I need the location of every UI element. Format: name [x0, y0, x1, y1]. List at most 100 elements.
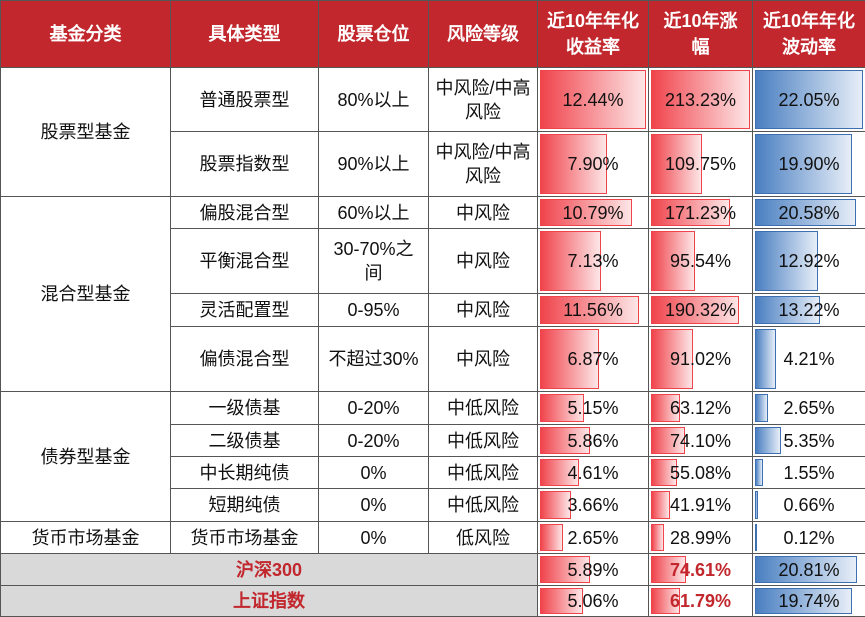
value-cell: 19.74%	[753, 586, 865, 617]
text-cell: 不超过30%	[319, 327, 429, 392]
value-cell: 13.22%	[753, 294, 865, 327]
text-cell: 30-70%之间	[319, 229, 429, 294]
value-cell: 20.58%	[753, 197, 865, 229]
data-bar	[755, 427, 781, 454]
value-text: 19.90%	[778, 154, 839, 174]
value-cell: 190.32%	[649, 294, 753, 327]
value-cell: 95.54%	[649, 229, 753, 294]
data-bar	[651, 524, 664, 551]
value-text: 95.54%	[670, 251, 731, 271]
value-cell: 91.02%	[649, 327, 753, 392]
value-text: 41.91%	[670, 495, 731, 515]
value-cell: 4.61%	[538, 457, 649, 489]
value-text: 5.15%	[567, 398, 618, 418]
text-cell: 低风险	[429, 522, 538, 554]
value-cell: 2.65%	[538, 522, 649, 554]
value-text: 7.90%	[567, 154, 618, 174]
value-cell: 12.44%	[538, 68, 649, 132]
value-text: 20.58%	[778, 203, 839, 223]
value-text: 1.55%	[783, 463, 834, 483]
value-text: 13.22%	[778, 300, 839, 320]
value-text: 0.12%	[783, 528, 834, 548]
value-text: 190.32%	[665, 300, 736, 320]
value-cell: 5.89%	[538, 554, 649, 586]
group-cell: 混合型基金	[1, 197, 171, 392]
value-cell: 5.06%	[538, 586, 649, 617]
value-text: 55.08%	[670, 463, 731, 483]
text-cell: 股票指数型	[171, 132, 319, 197]
value-text: 74.61%	[670, 560, 731, 580]
value-cell: 74.61%	[649, 554, 753, 586]
value-text: 4.61%	[567, 463, 618, 483]
data-bar	[755, 524, 757, 551]
data-bar	[651, 491, 670, 519]
group-cell: 股票型基金	[1, 68, 171, 197]
text-cell: 0-95%	[319, 294, 429, 327]
value-cell: 41.91%	[649, 489, 753, 522]
value-text: 5.35%	[783, 431, 834, 451]
text-cell: 一级债基	[171, 392, 319, 425]
value-cell: 55.08%	[649, 457, 753, 489]
text-cell: 货币市场基金	[171, 522, 319, 554]
value-text: 20.81%	[778, 560, 839, 580]
value-text: 2.65%	[783, 398, 834, 418]
index-row: 上证指数 5.06% 61.79% 19.74%	[1, 586, 865, 617]
value-text: 28.99%	[670, 528, 731, 548]
value-text: 213.23%	[665, 90, 736, 110]
value-cell: 61.79%	[649, 586, 753, 617]
value-text: 5.06%	[567, 591, 618, 611]
value-text: 74.10%	[670, 431, 731, 451]
value-text: 22.05%	[778, 90, 839, 110]
text-cell: 中风险	[429, 229, 538, 294]
text-cell: 中风险	[429, 197, 538, 229]
value-text: 5.89%	[567, 560, 618, 580]
value-text: 171.23%	[665, 203, 736, 223]
value-text: 5.86%	[567, 431, 618, 451]
value-cell: 20.81%	[753, 554, 865, 586]
value-cell: 0.66%	[753, 489, 865, 522]
value-text: 7.13%	[567, 251, 618, 271]
text-cell: 0-20%	[319, 392, 429, 425]
value-cell: 2.65%	[753, 392, 865, 425]
value-cell: 10.79%	[538, 197, 649, 229]
value-text: 12.44%	[562, 90, 623, 110]
value-text: 91.02%	[670, 349, 731, 369]
value-text: 11.56%	[563, 300, 623, 320]
header-cell: 风险等级	[429, 1, 538, 68]
text-cell: 二级债基	[171, 425, 319, 457]
value-text: 4.21%	[783, 349, 834, 369]
text-cell: 中低风险	[429, 392, 538, 425]
text-cell: 平衡混合型	[171, 229, 319, 294]
text-cell: 中风险	[429, 294, 538, 327]
value-text: 63.12%	[670, 398, 731, 418]
text-cell: 0%	[319, 522, 429, 554]
text-cell: 80%以上	[319, 68, 429, 132]
group-cell: 债券型基金	[1, 392, 171, 522]
index-name: 上证指数	[1, 586, 538, 617]
header-cell: 近10年涨幅	[649, 1, 753, 68]
text-cell: 偏债混合型	[171, 327, 319, 392]
text-cell: 偏股混合型	[171, 197, 319, 229]
text-cell: 0%	[319, 457, 429, 489]
text-cell: 中风险/中高风险	[429, 132, 538, 197]
data-bar	[755, 491, 758, 519]
value-cell: 0.12%	[753, 522, 865, 554]
value-text: 6.87%	[567, 349, 618, 369]
value-text: 2.65%	[567, 528, 618, 548]
value-text: 12.92%	[778, 251, 839, 271]
value-cell: 7.90%	[538, 132, 649, 197]
value-cell: 11.56%	[538, 294, 649, 327]
value-text: 10.79%	[562, 203, 623, 223]
value-cell: 1.55%	[753, 457, 865, 489]
text-cell: 短期纯债	[171, 489, 319, 522]
value-text: 61.79%	[670, 591, 731, 611]
header-cell: 基金分类	[1, 1, 171, 68]
value-cell: 109.75%	[649, 132, 753, 197]
value-cell: 171.23%	[649, 197, 753, 229]
header-cell: 近10年年化收益率	[538, 1, 649, 68]
